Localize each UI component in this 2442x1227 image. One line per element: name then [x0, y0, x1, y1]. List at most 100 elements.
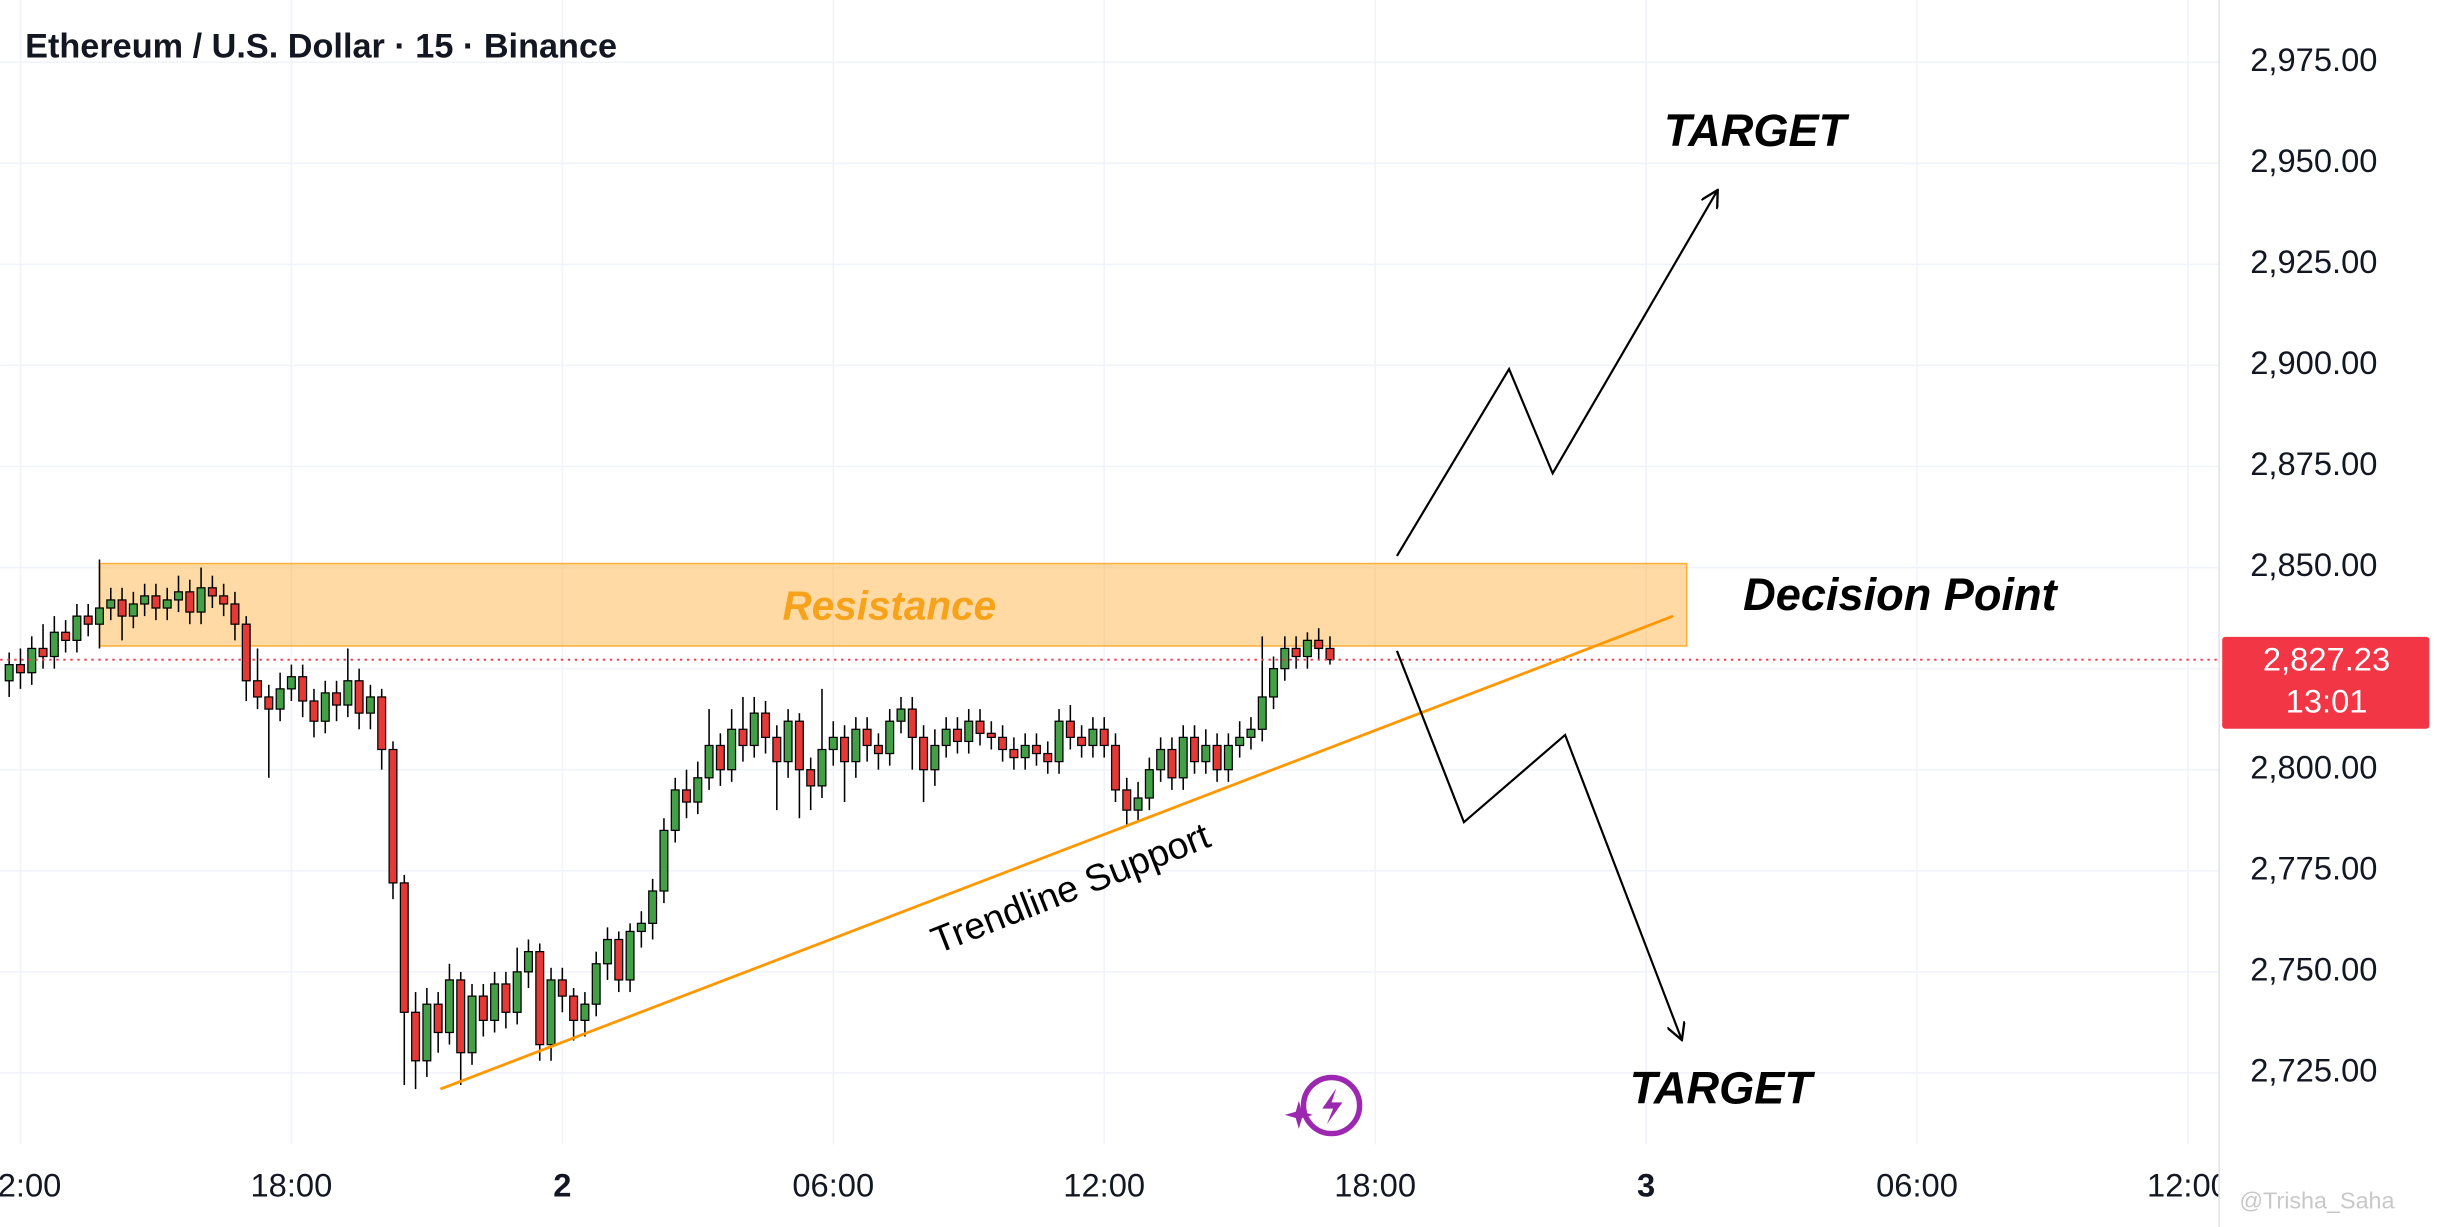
candle-body [320, 692, 330, 722]
x-tick-label: 06:00 [792, 1167, 874, 1204]
candle-body [298, 676, 308, 702]
price-label-bg [2222, 636, 2430, 729]
candle-body [896, 708, 906, 722]
chart-title: Ethereum / U.S. Dollar · 15 · Binance [25, 27, 617, 65]
candle-body [1156, 748, 1166, 771]
candle-body [704, 744, 714, 779]
candle-body [230, 603, 240, 625]
down-arrow [1395, 650, 1682, 1040]
candle-body [557, 979, 567, 997]
candle-body [749, 712, 759, 747]
candle-body [580, 1003, 590, 1021]
resistance-zone [98, 562, 1688, 647]
candle-body [907, 708, 917, 739]
candle-body [1314, 639, 1324, 650]
x-tick-label: 2 [553, 1167, 571, 1204]
x-axis: 12:00 18:00 2 06:00 12:00 18:00 3 06:00 12:00 [0, 1167, 2229, 1204]
target-up: TARGET [1664, 105, 1850, 156]
candle-body [140, 595, 150, 605]
candle-body [1223, 744, 1233, 771]
candle-body [128, 603, 138, 617]
candle-body [1212, 744, 1222, 771]
candle-body [1246, 728, 1256, 739]
candle-body [219, 595, 229, 605]
candle-body [1302, 639, 1312, 658]
candle-body [885, 720, 895, 755]
grid [0, 0, 2220, 1145]
candle-body [467, 995, 477, 1054]
y-tick-label: 2,875.00 [2250, 445, 2377, 482]
candle-body [1043, 752, 1053, 763]
candle-body [761, 712, 771, 739]
candle-body [794, 720, 804, 771]
candle-body [196, 587, 206, 613]
y-tick-label: 2,750.00 [2250, 950, 2377, 987]
candle-body [1133, 797, 1143, 811]
candle-body [253, 680, 263, 698]
candle-body [851, 728, 861, 763]
candle-body [264, 696, 274, 710]
candle-body [1167, 748, 1177, 779]
candle-body [727, 728, 737, 771]
candle-body [106, 599, 116, 609]
candle-body [399, 882, 409, 1013]
candle-body [4, 663, 14, 682]
candle-body [681, 789, 692, 803]
y-tick-label: 2,775.00 [2250, 849, 2377, 886]
candle-body [659, 829, 669, 892]
up-arrow [1396, 190, 1718, 557]
candle-body [1201, 744, 1211, 763]
candle-body [738, 728, 748, 747]
candle-body [1031, 744, 1041, 755]
candle-body [501, 983, 511, 1013]
candle-body [591, 963, 601, 1005]
target-down: TARGET [1630, 1062, 1816, 1113]
candle-body [772, 736, 782, 763]
candle-body [817, 748, 827, 787]
candle-body [569, 995, 579, 1021]
candle-body [1054, 720, 1064, 763]
candle-body [275, 688, 285, 710]
candle-body [625, 930, 635, 981]
candle-body [919, 736, 929, 771]
y-tick-label: 2,900.00 [2250, 344, 2377, 381]
candle-body [523, 951, 533, 973]
candle-body [602, 938, 613, 965]
candle-body [670, 789, 680, 831]
x-tick-label: 12:00 [1063, 1167, 1145, 1204]
candle-body [614, 938, 624, 981]
candle-body [964, 720, 974, 743]
x-tick-label: 18:00 [250, 1167, 332, 1204]
candle-body [1110, 744, 1121, 791]
watermark: @Trisha_Saha [2239, 1187, 2394, 1213]
candle-body [828, 736, 838, 751]
last-price-label: 2,827.23 [2263, 640, 2390, 677]
y-tick-label: 2,975.00 [2250, 41, 2377, 78]
candle-body [512, 971, 522, 1013]
candle-body [1077, 736, 1087, 747]
candle-body [998, 736, 1008, 751]
candle-body [377, 696, 387, 751]
candle-body [1178, 736, 1188, 779]
candle-body [343, 680, 353, 706]
decision-point: Decision Point [1743, 569, 2058, 620]
candle-body [715, 744, 725, 771]
candle-body [535, 951, 545, 1046]
candle-body [1291, 647, 1301, 658]
candle-body [411, 1011, 421, 1062]
candle-body [61, 631, 71, 641]
candle-body [433, 1003, 443, 1034]
candle-body [1189, 736, 1200, 763]
candle-body [693, 777, 703, 803]
x-tick-label: 12:00 [0, 1167, 61, 1204]
candle-body [38, 647, 48, 658]
y-tick-label: 2,925.00 [2250, 243, 2377, 280]
y-axis: 2,725.002,750.002,775.002,800.002,825.00… [2250, 41, 2377, 1089]
candle-body [1325, 647, 1335, 661]
candle-body [241, 623, 251, 682]
trendline [439, 614, 1674, 1091]
candle-body [941, 728, 951, 747]
candle-body [444, 979, 454, 1034]
